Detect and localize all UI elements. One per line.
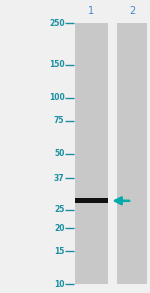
Text: 100: 100 [49, 93, 64, 102]
Text: 1: 1 [88, 6, 94, 16]
Text: 2: 2 [129, 6, 135, 16]
Bar [75, 198, 108, 203]
Bar [75, 23, 108, 284]
Text: 250: 250 [49, 19, 64, 28]
Text: 37: 37 [54, 174, 64, 183]
Text: 75: 75 [54, 117, 64, 125]
Text: 20: 20 [54, 224, 64, 233]
Text: 15: 15 [54, 247, 64, 256]
Text: 10: 10 [54, 280, 64, 289]
Bar [117, 23, 147, 284]
Text: 150: 150 [49, 60, 64, 69]
Text: 25: 25 [54, 205, 64, 214]
Text: 50: 50 [54, 149, 64, 158]
